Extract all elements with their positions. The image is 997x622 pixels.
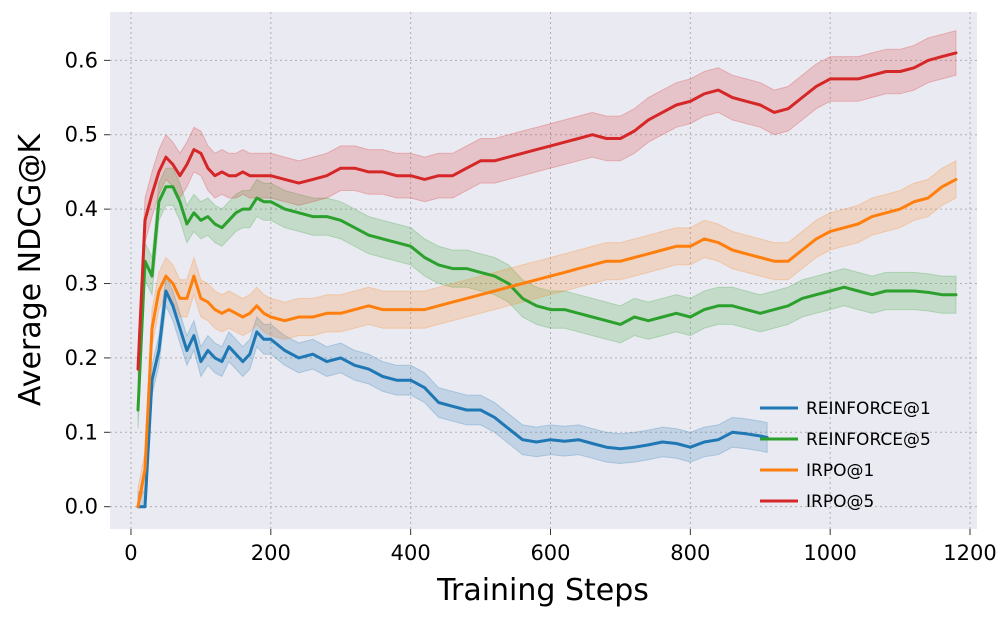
y-tick-label: 0.3	[65, 272, 98, 296]
y-tick-label: 0.4	[65, 197, 98, 221]
plot-background	[110, 12, 977, 529]
y-tick-label: 0.6	[65, 48, 98, 72]
x-tick-label: 200	[251, 541, 291, 565]
x-axis-label: Training Steps	[436, 573, 649, 608]
x-tick-label: 400	[391, 541, 431, 565]
series-line-reinforce-5	[136, 185, 958, 412]
y-tick-label: 0.2	[65, 346, 98, 370]
band-irpo-5	[137, 29, 957, 392]
x-tick-label: 0	[124, 541, 137, 565]
series-line-reinforce-1	[136, 289, 769, 509]
legend-label-reinforce-1: REINFORCE@1	[806, 399, 931, 419]
y-axis-label: Average NDCG@K	[13, 133, 48, 406]
grid	[110, 12, 977, 529]
y-tick-label: 0.0	[65, 495, 98, 519]
y-tick-label: 0.1	[65, 420, 98, 444]
x-tick-label: 800	[670, 541, 710, 565]
legend-label-irpo-1: IRPO@1	[806, 461, 874, 481]
legend-label-irpo-5: IRPO@5	[806, 492, 874, 512]
x-tick-label: 1200	[943, 541, 996, 565]
band-irpo-1	[137, 159, 957, 507]
series-lines	[136, 51, 958, 509]
series-line-irpo-1	[136, 177, 958, 509]
y-axis-ticks: 0.0 0.1 0.2 0.3 0.4 0.5 0.6	[65, 48, 110, 519]
legend-label-reinforce-5: REINFORCE@5	[806, 430, 931, 450]
series-line-irpo-5	[136, 51, 958, 371]
x-tick-label: 1000	[803, 541, 856, 565]
band-reinforce-5	[137, 167, 957, 429]
y-tick-label: 0.5	[65, 123, 98, 147]
legend: REINFORCE@1 REINFORCE@5 IRPO@1 IRPO@5	[760, 399, 931, 512]
x-axis-ticks: 0 200 400 600 800 1000 1200	[124, 529, 997, 565]
x-tick-label: 600	[530, 541, 570, 565]
